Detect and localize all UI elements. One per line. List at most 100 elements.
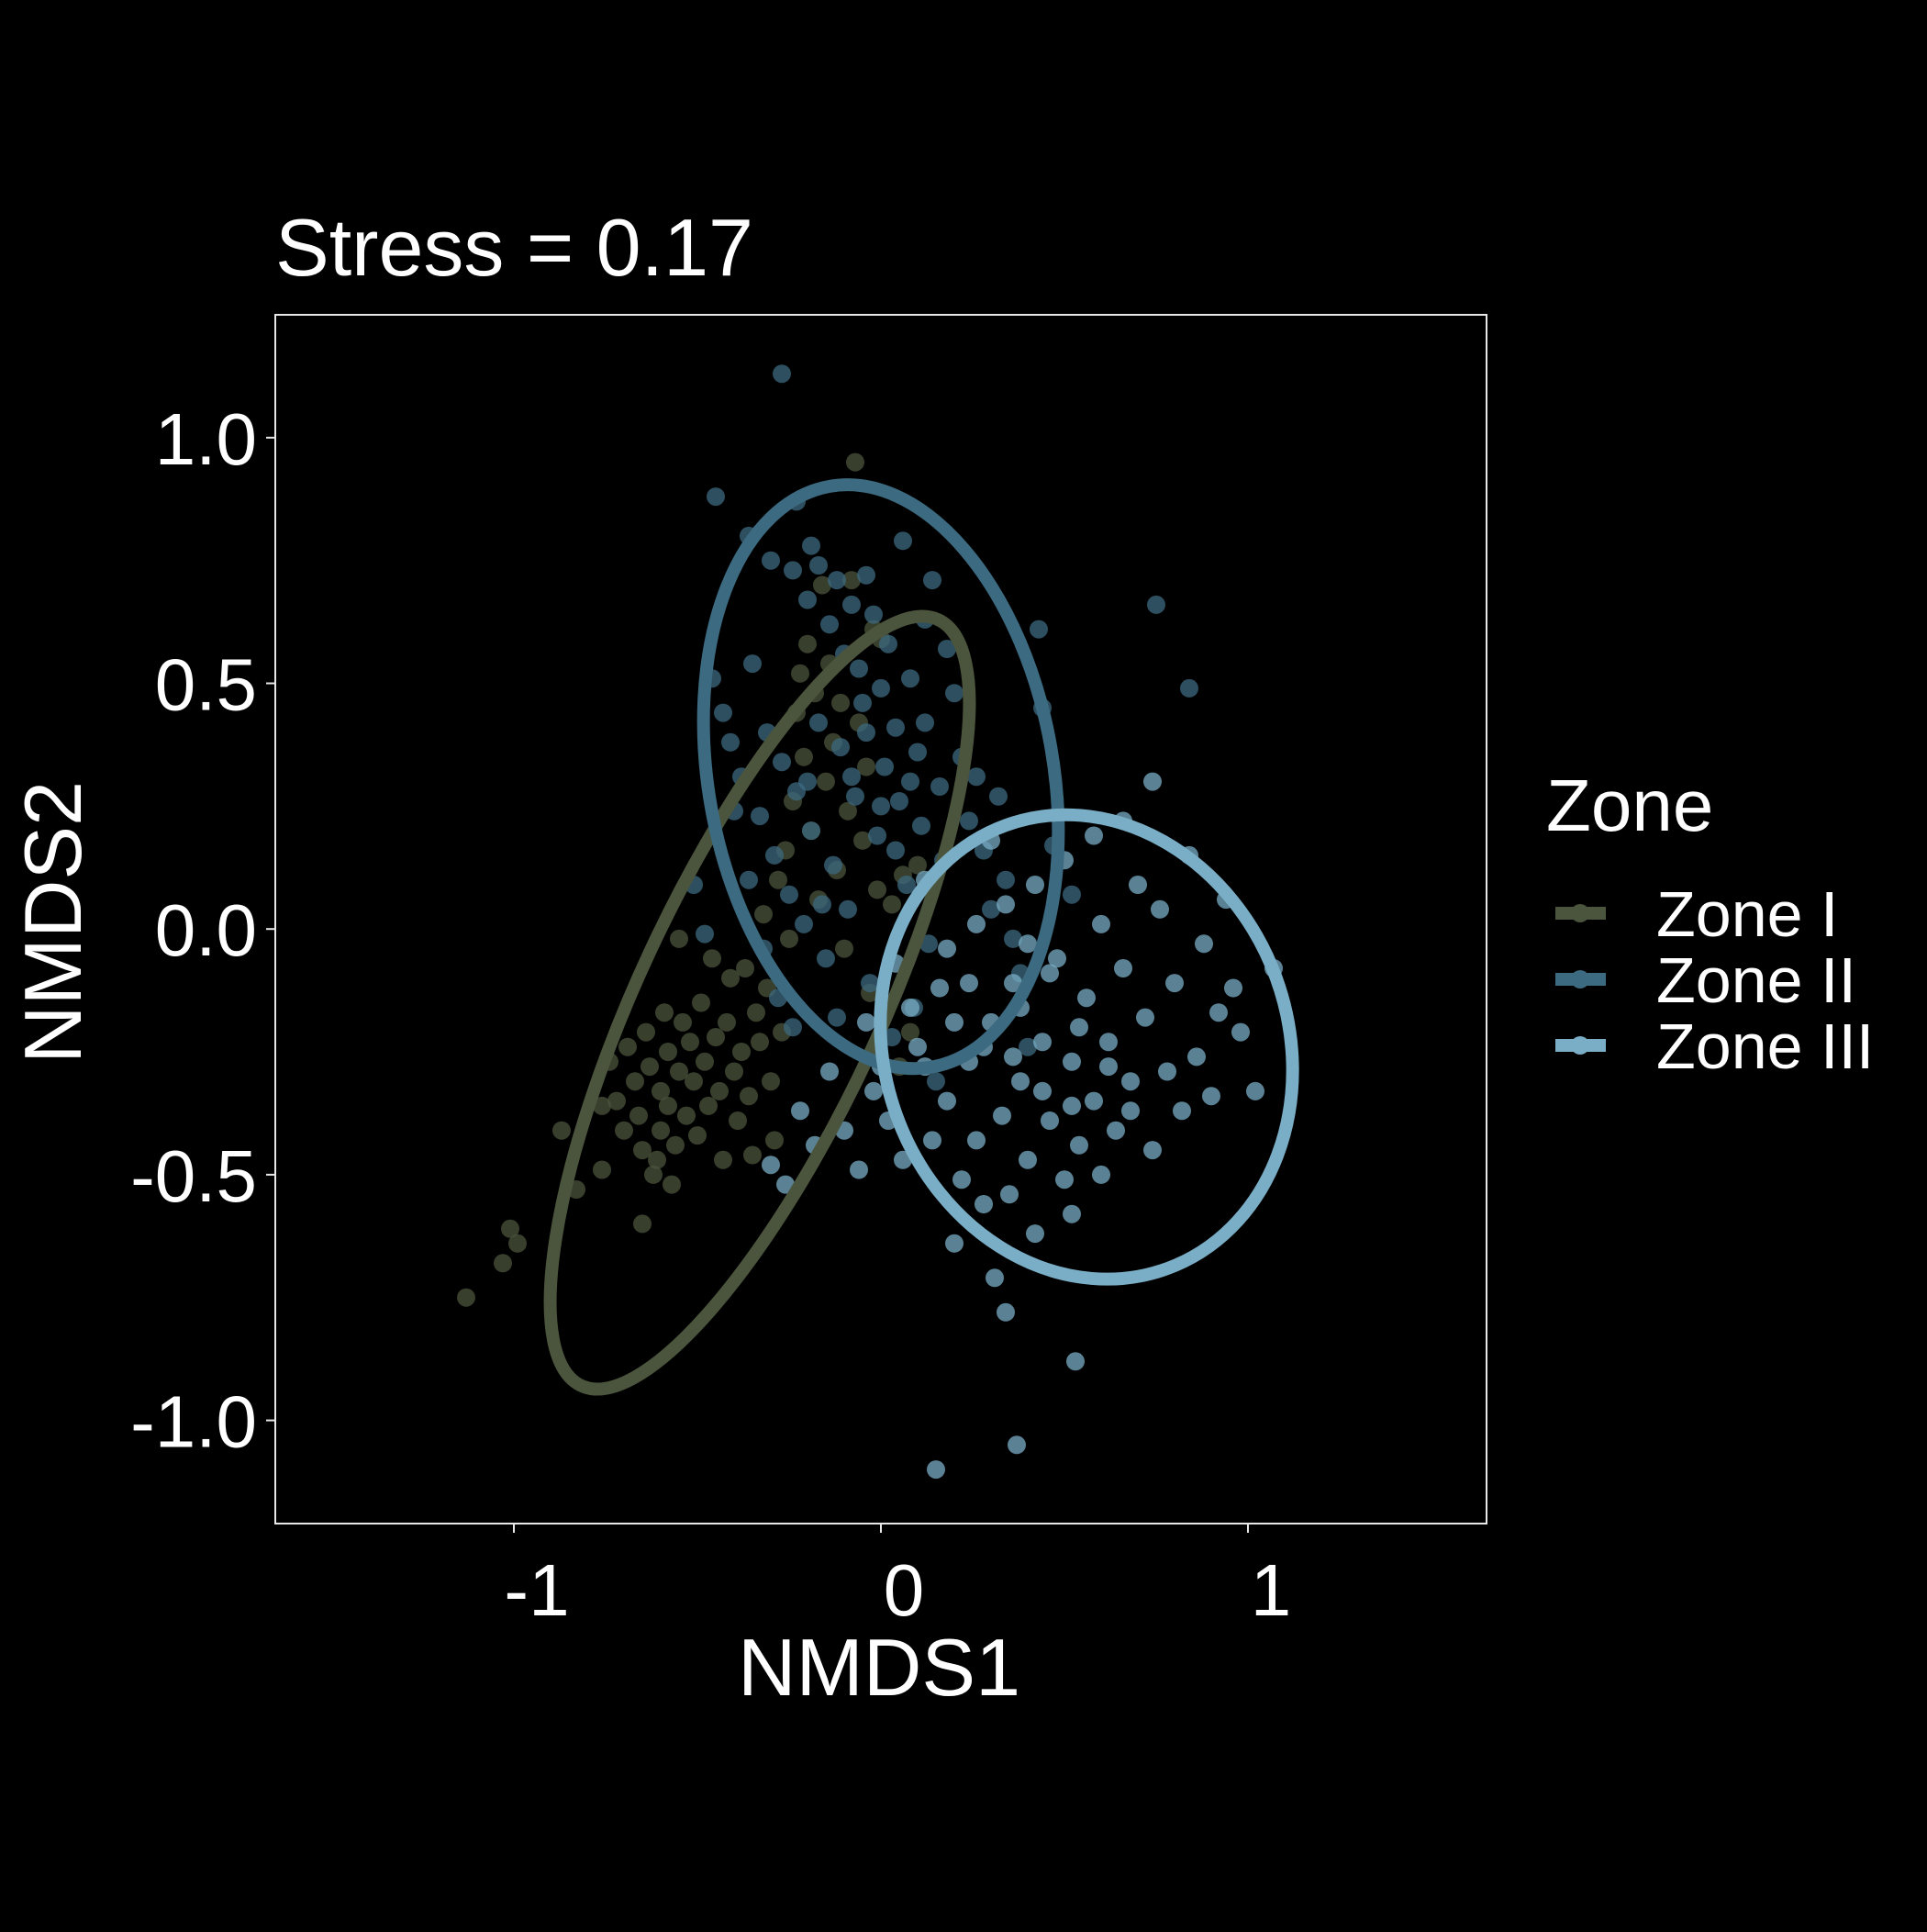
- data-point: [740, 1087, 758, 1106]
- y-tick-label: 0.0: [155, 889, 257, 971]
- data-point: [1033, 1033, 1052, 1052]
- data-point: [1099, 1057, 1118, 1077]
- data-point: [1158, 1062, 1176, 1081]
- data-point: [670, 1062, 688, 1081]
- data-point: [890, 792, 908, 810]
- data-point: [989, 787, 1008, 806]
- data-point: [1180, 678, 1198, 698]
- data-point: [1165, 974, 1184, 993]
- data-point: [1033, 1081, 1052, 1100]
- data-point: [975, 1195, 993, 1213]
- data-point: [1085, 1091, 1103, 1111]
- data-point: [629, 1106, 648, 1125]
- data-point: [1121, 1072, 1140, 1091]
- data-point: [857, 565, 875, 585]
- data-point: [762, 1072, 780, 1091]
- legend-label: Zone I: [1656, 878, 1838, 950]
- data-point: [1085, 826, 1103, 845]
- data-point: [692, 993, 710, 1012]
- data-point: [729, 1111, 747, 1130]
- data-point: [798, 634, 817, 653]
- data-point: [927, 1460, 945, 1480]
- data-point: [1004, 929, 1022, 948]
- data-point: [732, 1043, 751, 1061]
- data-point: [494, 1254, 512, 1273]
- data-point: [1063, 1096, 1081, 1115]
- data-point: [1147, 595, 1165, 614]
- data-point: [1041, 1111, 1059, 1130]
- data-point: [769, 870, 787, 889]
- plot-area: -1 0 1 -1.0 -0.5 0.0 0.5 1.0: [130, 314, 1487, 1631]
- data-layer: [457, 364, 1299, 1480]
- data-point: [997, 895, 1015, 914]
- data-point: [842, 595, 861, 614]
- data-point: [1008, 1435, 1026, 1455]
- y-tick-label: 0.5: [155, 644, 257, 726]
- data-point: [967, 767, 986, 787]
- data-point: [780, 929, 798, 948]
- data-point: [652, 1081, 670, 1100]
- x-tick-label: -1: [504, 1549, 569, 1631]
- data-point: [593, 1160, 611, 1179]
- data-point: [714, 1150, 732, 1169]
- data-point: [1114, 959, 1132, 977]
- data-point: [1070, 1135, 1088, 1155]
- data-point: [501, 1219, 519, 1238]
- data-point: [1063, 1204, 1081, 1223]
- data-point: [681, 1033, 699, 1052]
- data-point: [740, 870, 758, 889]
- data-point: [754, 905, 773, 924]
- legend-item: Zone II: [1555, 944, 1856, 1016]
- data-point: [633, 1214, 652, 1234]
- data-point: [1041, 964, 1059, 983]
- data-point: [945, 1234, 964, 1253]
- data-point: [938, 939, 956, 958]
- data-point: [839, 899, 857, 919]
- legend-label: Zone III: [1656, 1011, 1874, 1082]
- data-point: [1246, 1081, 1264, 1100]
- data-point: [674, 1012, 692, 1032]
- data-point: [967, 1131, 986, 1150]
- data-point: [861, 974, 879, 993]
- data-point: [945, 1012, 964, 1032]
- data-point: [718, 1012, 736, 1032]
- legend-key-point: [1571, 904, 1589, 922]
- legend-item: Zone III: [1555, 1011, 1874, 1082]
- data-point: [743, 1145, 762, 1165]
- data-point: [817, 772, 835, 791]
- x-tick-label: 1: [1251, 1549, 1292, 1631]
- data-point: [1026, 1224, 1044, 1244]
- data-point: [817, 949, 835, 968]
- data-point: [886, 841, 905, 860]
- data-point: [1195, 934, 1213, 954]
- data-point: [773, 753, 791, 772]
- data-point: [967, 914, 986, 933]
- data-point: [857, 757, 875, 776]
- data-point: [930, 978, 949, 998]
- data-point: [1173, 1101, 1191, 1121]
- data-point: [1143, 772, 1162, 791]
- data-point: [912, 816, 930, 835]
- legend-key-point: [1571, 970, 1589, 988]
- data-point: [1019, 934, 1037, 954]
- data-point: [1092, 914, 1110, 933]
- data-point: [927, 1072, 945, 1091]
- data-point: [938, 640, 956, 658]
- data-point: [696, 1052, 714, 1071]
- data-point: [677, 1106, 696, 1125]
- data-point: [725, 1062, 743, 1081]
- data-point: [1004, 974, 1022, 993]
- data-point: [633, 1141, 652, 1160]
- data-point: [901, 669, 919, 688]
- data-point: [666, 1135, 685, 1155]
- data-point: [831, 693, 850, 712]
- data-point: [901, 772, 919, 791]
- data-point: [1107, 1121, 1125, 1140]
- x-tick-label: 0: [884, 1549, 925, 1631]
- data-point: [644, 1165, 663, 1184]
- data-point: [916, 713, 934, 732]
- data-point: [707, 487, 725, 507]
- data-point: [663, 1175, 681, 1194]
- data-point: [820, 615, 839, 634]
